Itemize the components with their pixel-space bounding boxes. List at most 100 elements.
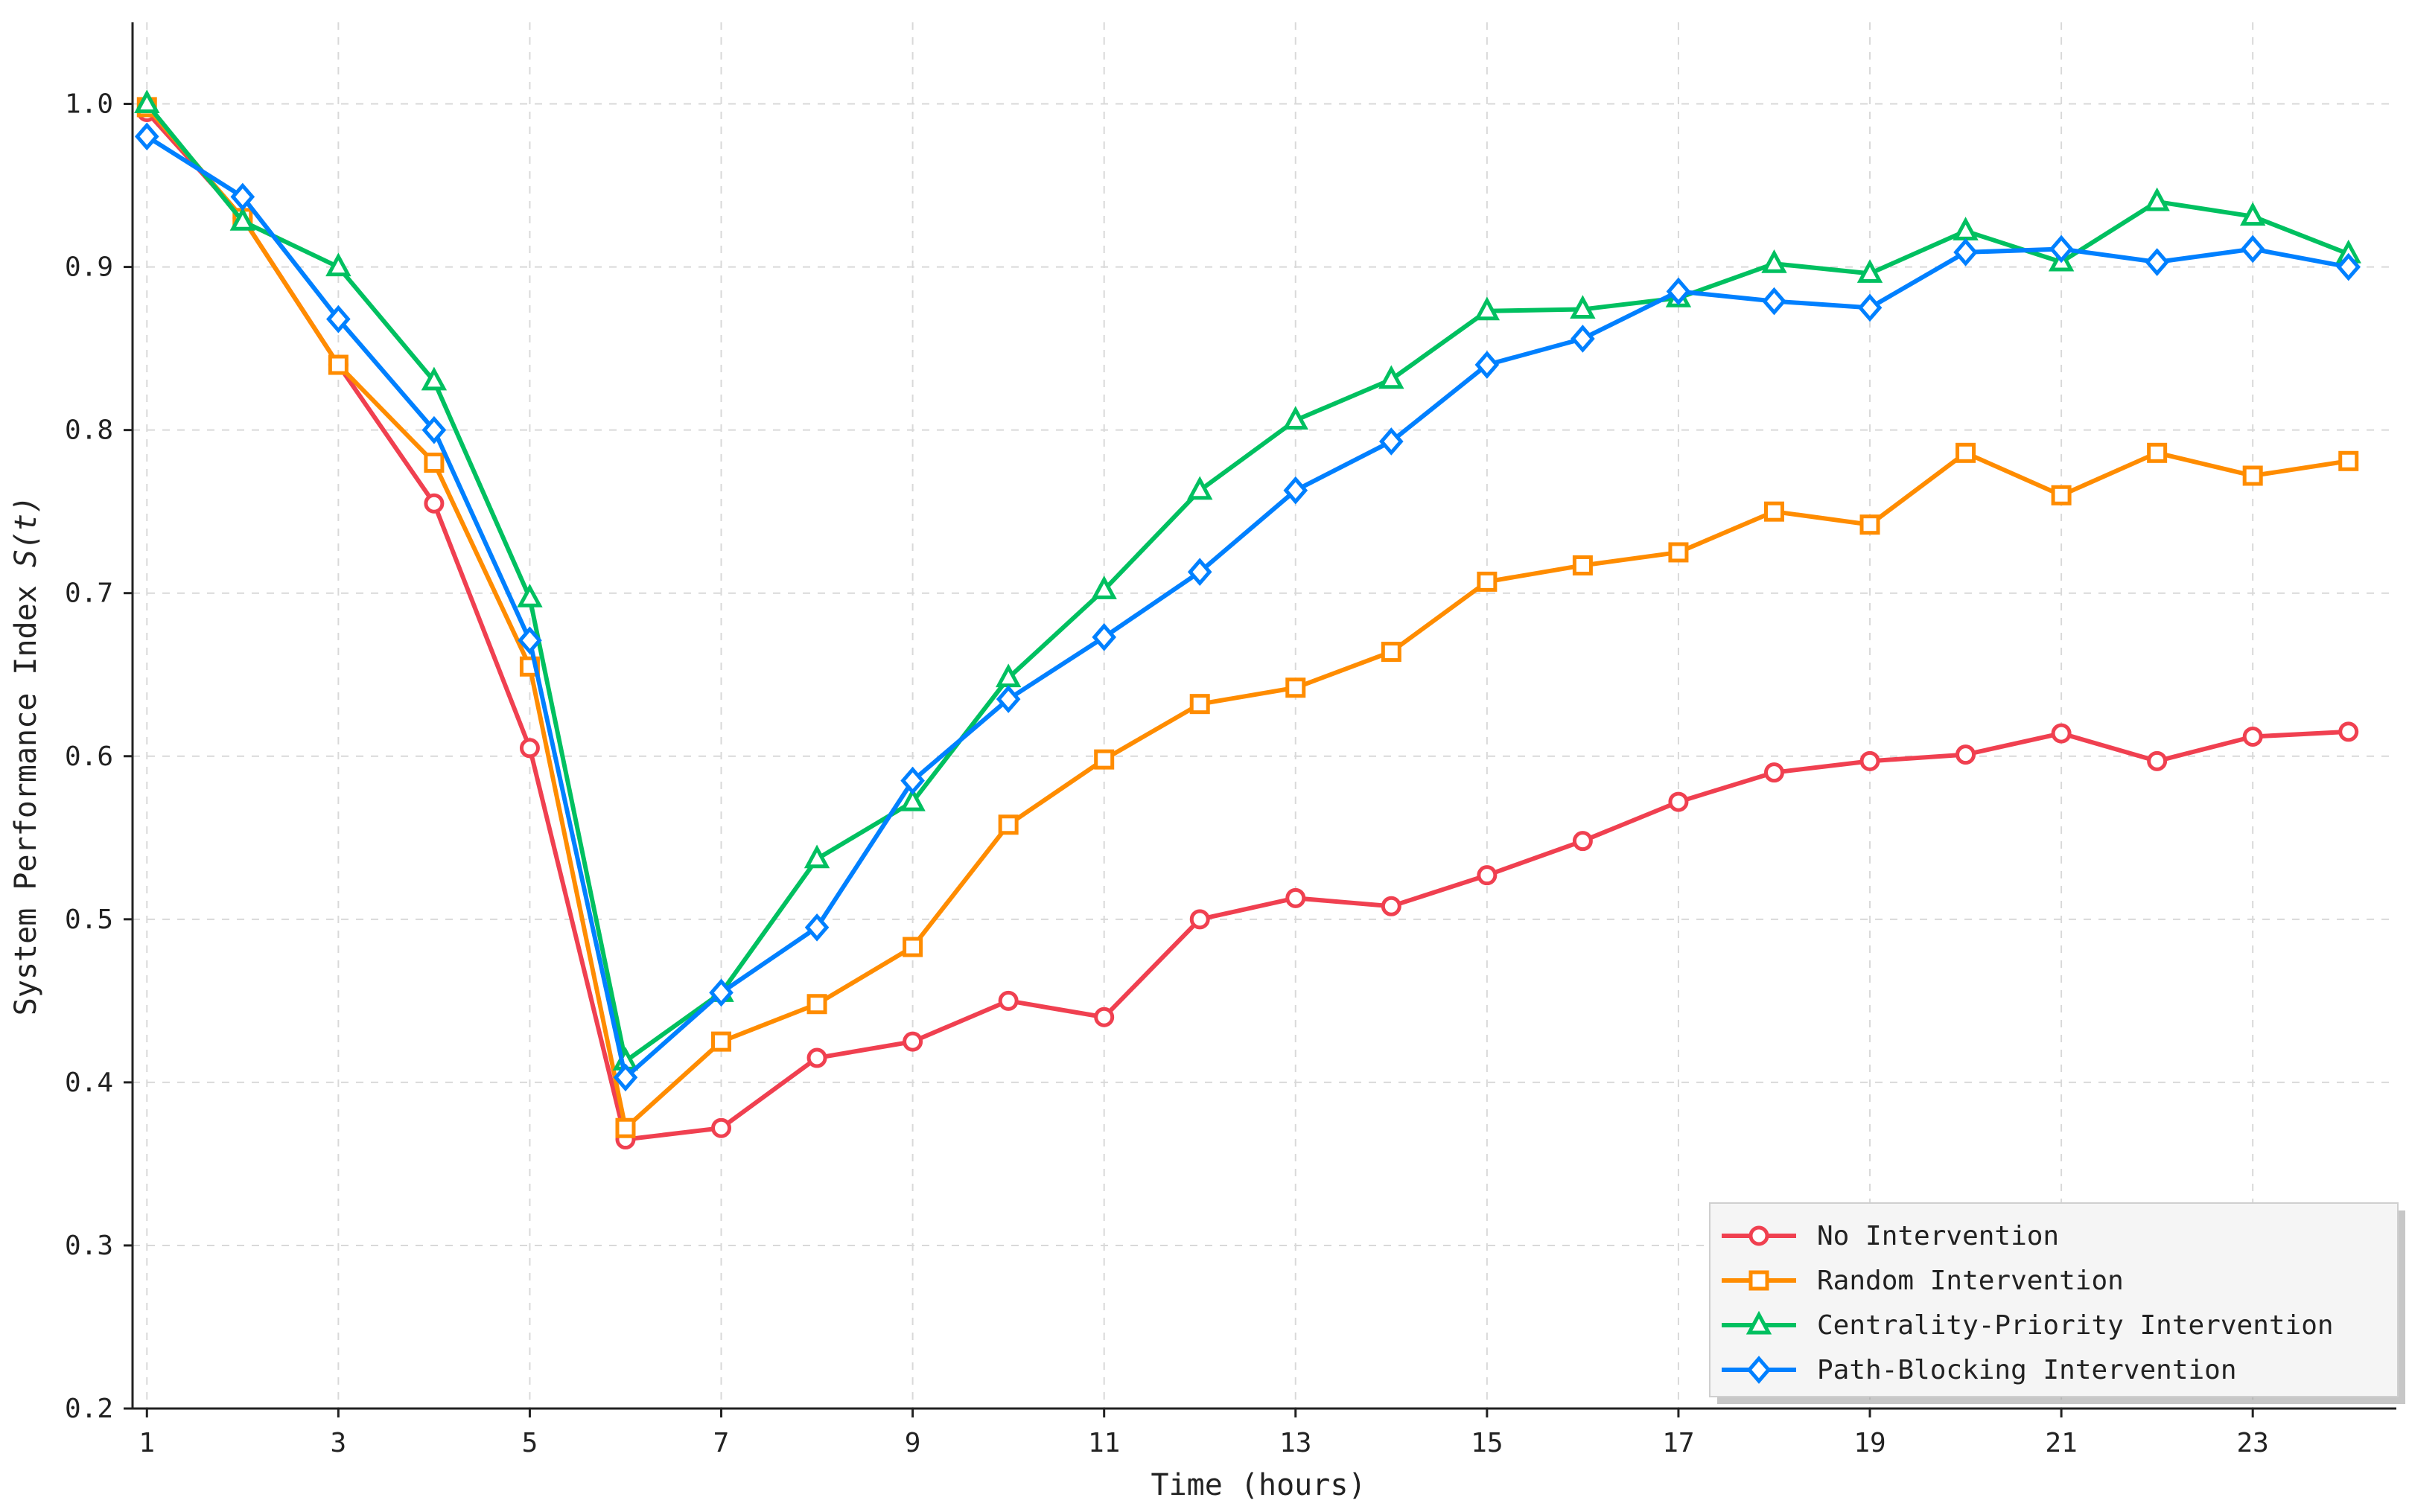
legend-label-path-blocking-intervention: Path-Blocking Intervention xyxy=(1817,1355,2237,1385)
data-point-random-intervention xyxy=(806,994,827,1015)
grid xyxy=(133,22,2396,1409)
data-point-path-blocking-intervention xyxy=(2336,252,2361,281)
data-point-random-intervention xyxy=(615,1117,636,1138)
legend-label-centrality-priority-intervention: Centrality-Priority Intervention xyxy=(1817,1310,2334,1341)
data-point-no-intervention xyxy=(2147,750,2168,771)
data-point-random-intervention xyxy=(1285,677,1306,698)
data-point-random-intervention xyxy=(998,814,1019,835)
data-point-centrality-priority-intervention xyxy=(1187,476,1213,500)
series-line-no-intervention xyxy=(145,110,2349,1142)
data-point-random-intervention xyxy=(1381,642,1401,663)
data-point-path-blocking-intervention xyxy=(804,913,830,942)
data-point-path-blocking-intervention xyxy=(326,304,351,334)
data-point-random-intervention xyxy=(1668,542,1689,563)
data-point-random-intervention xyxy=(2147,442,2168,463)
y-tick-label: 0.2 xyxy=(65,1394,113,1424)
x-tick-label: 17 xyxy=(1662,1428,1694,1458)
data-point-random-intervention xyxy=(903,937,923,957)
data-point-path-blocking-intervention xyxy=(1762,287,1786,316)
data-point-random-intervention xyxy=(1763,501,1784,522)
data-point-random-intervention xyxy=(2051,485,2072,505)
data-point-centrality-priority-intervention xyxy=(1474,296,1501,321)
y-tick-label: 0.4 xyxy=(65,1068,113,1098)
x-tick-label: 13 xyxy=(1279,1428,1311,1458)
data-point-random-intervention xyxy=(1094,749,1115,770)
data-point-path-blocking-intervention xyxy=(1953,238,1978,267)
data-point-path-blocking-intervention xyxy=(1379,427,1404,456)
y-tick-label: 0.6 xyxy=(65,741,113,772)
axes xyxy=(131,22,2396,1410)
data-point-centrality-priority-intervention xyxy=(1570,295,1596,319)
series-line-random-intervention xyxy=(145,105,2349,1131)
data-point-random-intervention xyxy=(2242,465,2263,486)
data-point-centrality-priority-intervention xyxy=(1091,575,1117,599)
x-axis-label: Time (hours) xyxy=(1151,1468,1366,1502)
data-point-path-blocking-intervention xyxy=(1857,293,1883,322)
legend-marker-no-intervention xyxy=(1748,1225,1769,1246)
data-point-random-intervention xyxy=(424,452,445,473)
data-point-random-intervention xyxy=(711,1031,732,1052)
data-point-random-intervention xyxy=(1189,694,1210,715)
data-point-path-blocking-intervention xyxy=(996,685,1021,713)
data-point-centrality-priority-intervention xyxy=(517,584,543,607)
data-point-centrality-priority-intervention xyxy=(803,844,830,869)
x-tick-label: 3 xyxy=(331,1428,347,1458)
data-point-no-intervention xyxy=(1285,887,1306,908)
data-point-path-blocking-intervention xyxy=(1474,351,1500,379)
data-point-no-intervention xyxy=(424,493,445,514)
data-point-centrality-priority-intervention xyxy=(2144,187,2170,211)
data-point-path-blocking-intervention xyxy=(2049,235,2074,264)
legend-label-random-intervention: Random Intervention xyxy=(1817,1266,2124,1296)
x-tick-label: 21 xyxy=(2045,1428,2077,1458)
x-tick-label: 9 xyxy=(905,1428,921,1458)
data-point-centrality-priority-intervention xyxy=(1953,217,1979,240)
data-point-no-intervention xyxy=(2242,726,2263,747)
data-point-no-intervention xyxy=(711,1117,732,1138)
data-point-path-blocking-intervention xyxy=(2240,235,2265,264)
data-point-path-blocking-intervention xyxy=(709,978,733,1007)
y-axis-label-prefix: System Performance Index xyxy=(9,567,43,1015)
data-point-path-blocking-intervention xyxy=(421,415,447,444)
y-tick-label: 0.3 xyxy=(65,1231,113,1261)
data-point-path-blocking-intervention xyxy=(613,1063,638,1092)
data-point-no-intervention xyxy=(2051,723,2072,744)
legend-marker-random-intervention xyxy=(1748,1270,1769,1291)
series-line-path-blocking-intervention xyxy=(145,134,2349,1080)
data-point-no-intervention xyxy=(1381,896,1401,916)
data-point-centrality-priority-intervention xyxy=(1856,259,1883,283)
y-tick-label: 1.0 xyxy=(65,89,113,120)
data-point-path-blocking-intervention xyxy=(1187,558,1212,587)
data-point-path-blocking-intervention xyxy=(518,626,542,655)
data-point-no-intervention xyxy=(2338,721,2359,742)
data-point-no-intervention xyxy=(806,1047,827,1068)
y-tick-label: 0.5 xyxy=(65,905,113,935)
data-point-path-blocking-intervention xyxy=(2145,248,2169,276)
data-point-centrality-priority-intervention xyxy=(421,366,448,391)
y-axis-ticks: 0.2 0.3 0.4 0.5 0.6 0.7 0.8 0.9 1.0 xyxy=(65,89,133,1424)
x-tick-label: 15 xyxy=(1471,1428,1503,1458)
legend-marker-centrality-priority-intervention xyxy=(1746,1310,1772,1335)
legend: No Intervention Random Intervention Centra… xyxy=(1709,1202,2405,1404)
data-point-random-intervention xyxy=(328,354,349,375)
data-point-no-intervention xyxy=(519,738,540,759)
x-tick-label: 11 xyxy=(1088,1428,1120,1458)
data-point-no-intervention xyxy=(1572,831,1593,852)
data-point-path-blocking-intervention xyxy=(1092,623,1117,651)
data-point-path-blocking-intervention xyxy=(134,122,159,151)
data-point-random-intervention xyxy=(1572,555,1593,575)
data-point-centrality-priority-intervention xyxy=(229,207,256,231)
data-point-random-intervention xyxy=(1477,571,1498,592)
data-point-centrality-priority-intervention xyxy=(2239,202,2266,226)
data-point-no-intervention xyxy=(1668,791,1689,812)
legend-label-no-intervention: No Intervention xyxy=(1817,1221,2059,1251)
data-point-random-intervention xyxy=(2338,450,2359,471)
x-axis-ticks: 1 3 5 7 9 11 13 15 17 19 21 23 xyxy=(139,1409,2269,1458)
data-point-path-blocking-intervention xyxy=(230,182,255,211)
legend-marker-path-blocking-intervention xyxy=(1746,1356,1772,1384)
data-point-random-intervention xyxy=(1859,514,1880,535)
data-point-random-intervention xyxy=(1955,442,1976,463)
data-point-no-intervention xyxy=(1477,865,1498,886)
legend-items: No Intervention Random Intervention Centra… xyxy=(1722,1221,2334,1385)
x-tick-label: 5 xyxy=(522,1428,538,1458)
